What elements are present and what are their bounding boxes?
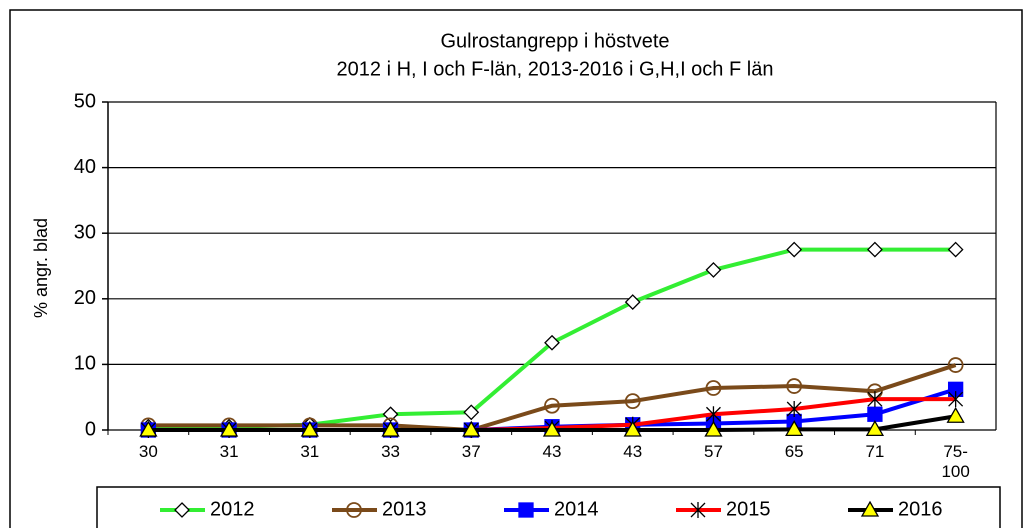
y-tick-label: 20 [74, 287, 96, 309]
y-tick-label: 30 [74, 221, 96, 243]
marker [518, 502, 534, 518]
chart-subtitle: 2012 i H, I och F-län, 2013-2016 i G,H,I… [337, 58, 774, 80]
marker [704, 420, 723, 437]
marker [867, 406, 883, 422]
marker [705, 406, 721, 423]
marker [860, 500, 880, 517]
chart-title: Gulrostangrepp i höstvete [440, 30, 669, 52]
marker [300, 420, 319, 437]
x-tick-label: 65 [784, 442, 804, 461]
marker [542, 420, 562, 437]
marker [544, 397, 560, 414]
chart-border [9, 9, 1023, 528]
marker [865, 420, 885, 436]
marker [705, 380, 722, 396]
marker [346, 502, 362, 518]
marker [624, 294, 641, 310]
x-tick-label: 75-100 [941, 442, 970, 481]
marker [786, 241, 803, 258]
marker [381, 420, 400, 437]
marker [705, 262, 722, 278]
x-tick-label: 31 [300, 442, 320, 461]
y-tick-label: 50 [74, 90, 96, 112]
y-tick-label: 10 [74, 353, 96, 375]
marker [544, 334, 560, 351]
legend-box [96, 486, 1001, 528]
y-axis-label: % angr. blad [31, 218, 51, 318]
marker [786, 401, 802, 418]
marker [948, 391, 964, 408]
marker [174, 502, 190, 518]
marker [462, 420, 481, 437]
marker [947, 241, 964, 258]
x-tick-label: 43 [542, 442, 562, 461]
x-tick-label: 43 [623, 442, 643, 461]
marker [946, 406, 965, 423]
series-line [148, 363, 957, 433]
marker [624, 393, 641, 410]
legend-label: 2016 [898, 498, 943, 520]
marker [786, 378, 803, 394]
marker [866, 241, 883, 258]
marker [690, 502, 706, 518]
x-tick-label: 31 [219, 442, 239, 461]
marker [623, 420, 642, 437]
series [139, 406, 965, 437]
legend-label: 2014 [554, 498, 599, 520]
marker [219, 420, 239, 437]
x-tick-label: 57 [703, 442, 723, 461]
marker [785, 420, 804, 436]
legend-label: 2015 [726, 498, 771, 520]
marker [463, 404, 480, 421]
x-tick-label: 30 [138, 442, 158, 461]
legend-label: 2012 [210, 498, 255, 520]
x-tick-label: 71 [865, 442, 885, 461]
x-tick-label: 37 [461, 442, 481, 461]
marker [947, 357, 964, 373]
legend-label: 2013 [382, 498, 427, 520]
y-tick-label: 0 [85, 418, 96, 440]
marker [867, 391, 883, 408]
marker [139, 420, 158, 437]
x-tick-label: 33 [381, 442, 400, 461]
y-tick-label: 40 [74, 156, 96, 178]
